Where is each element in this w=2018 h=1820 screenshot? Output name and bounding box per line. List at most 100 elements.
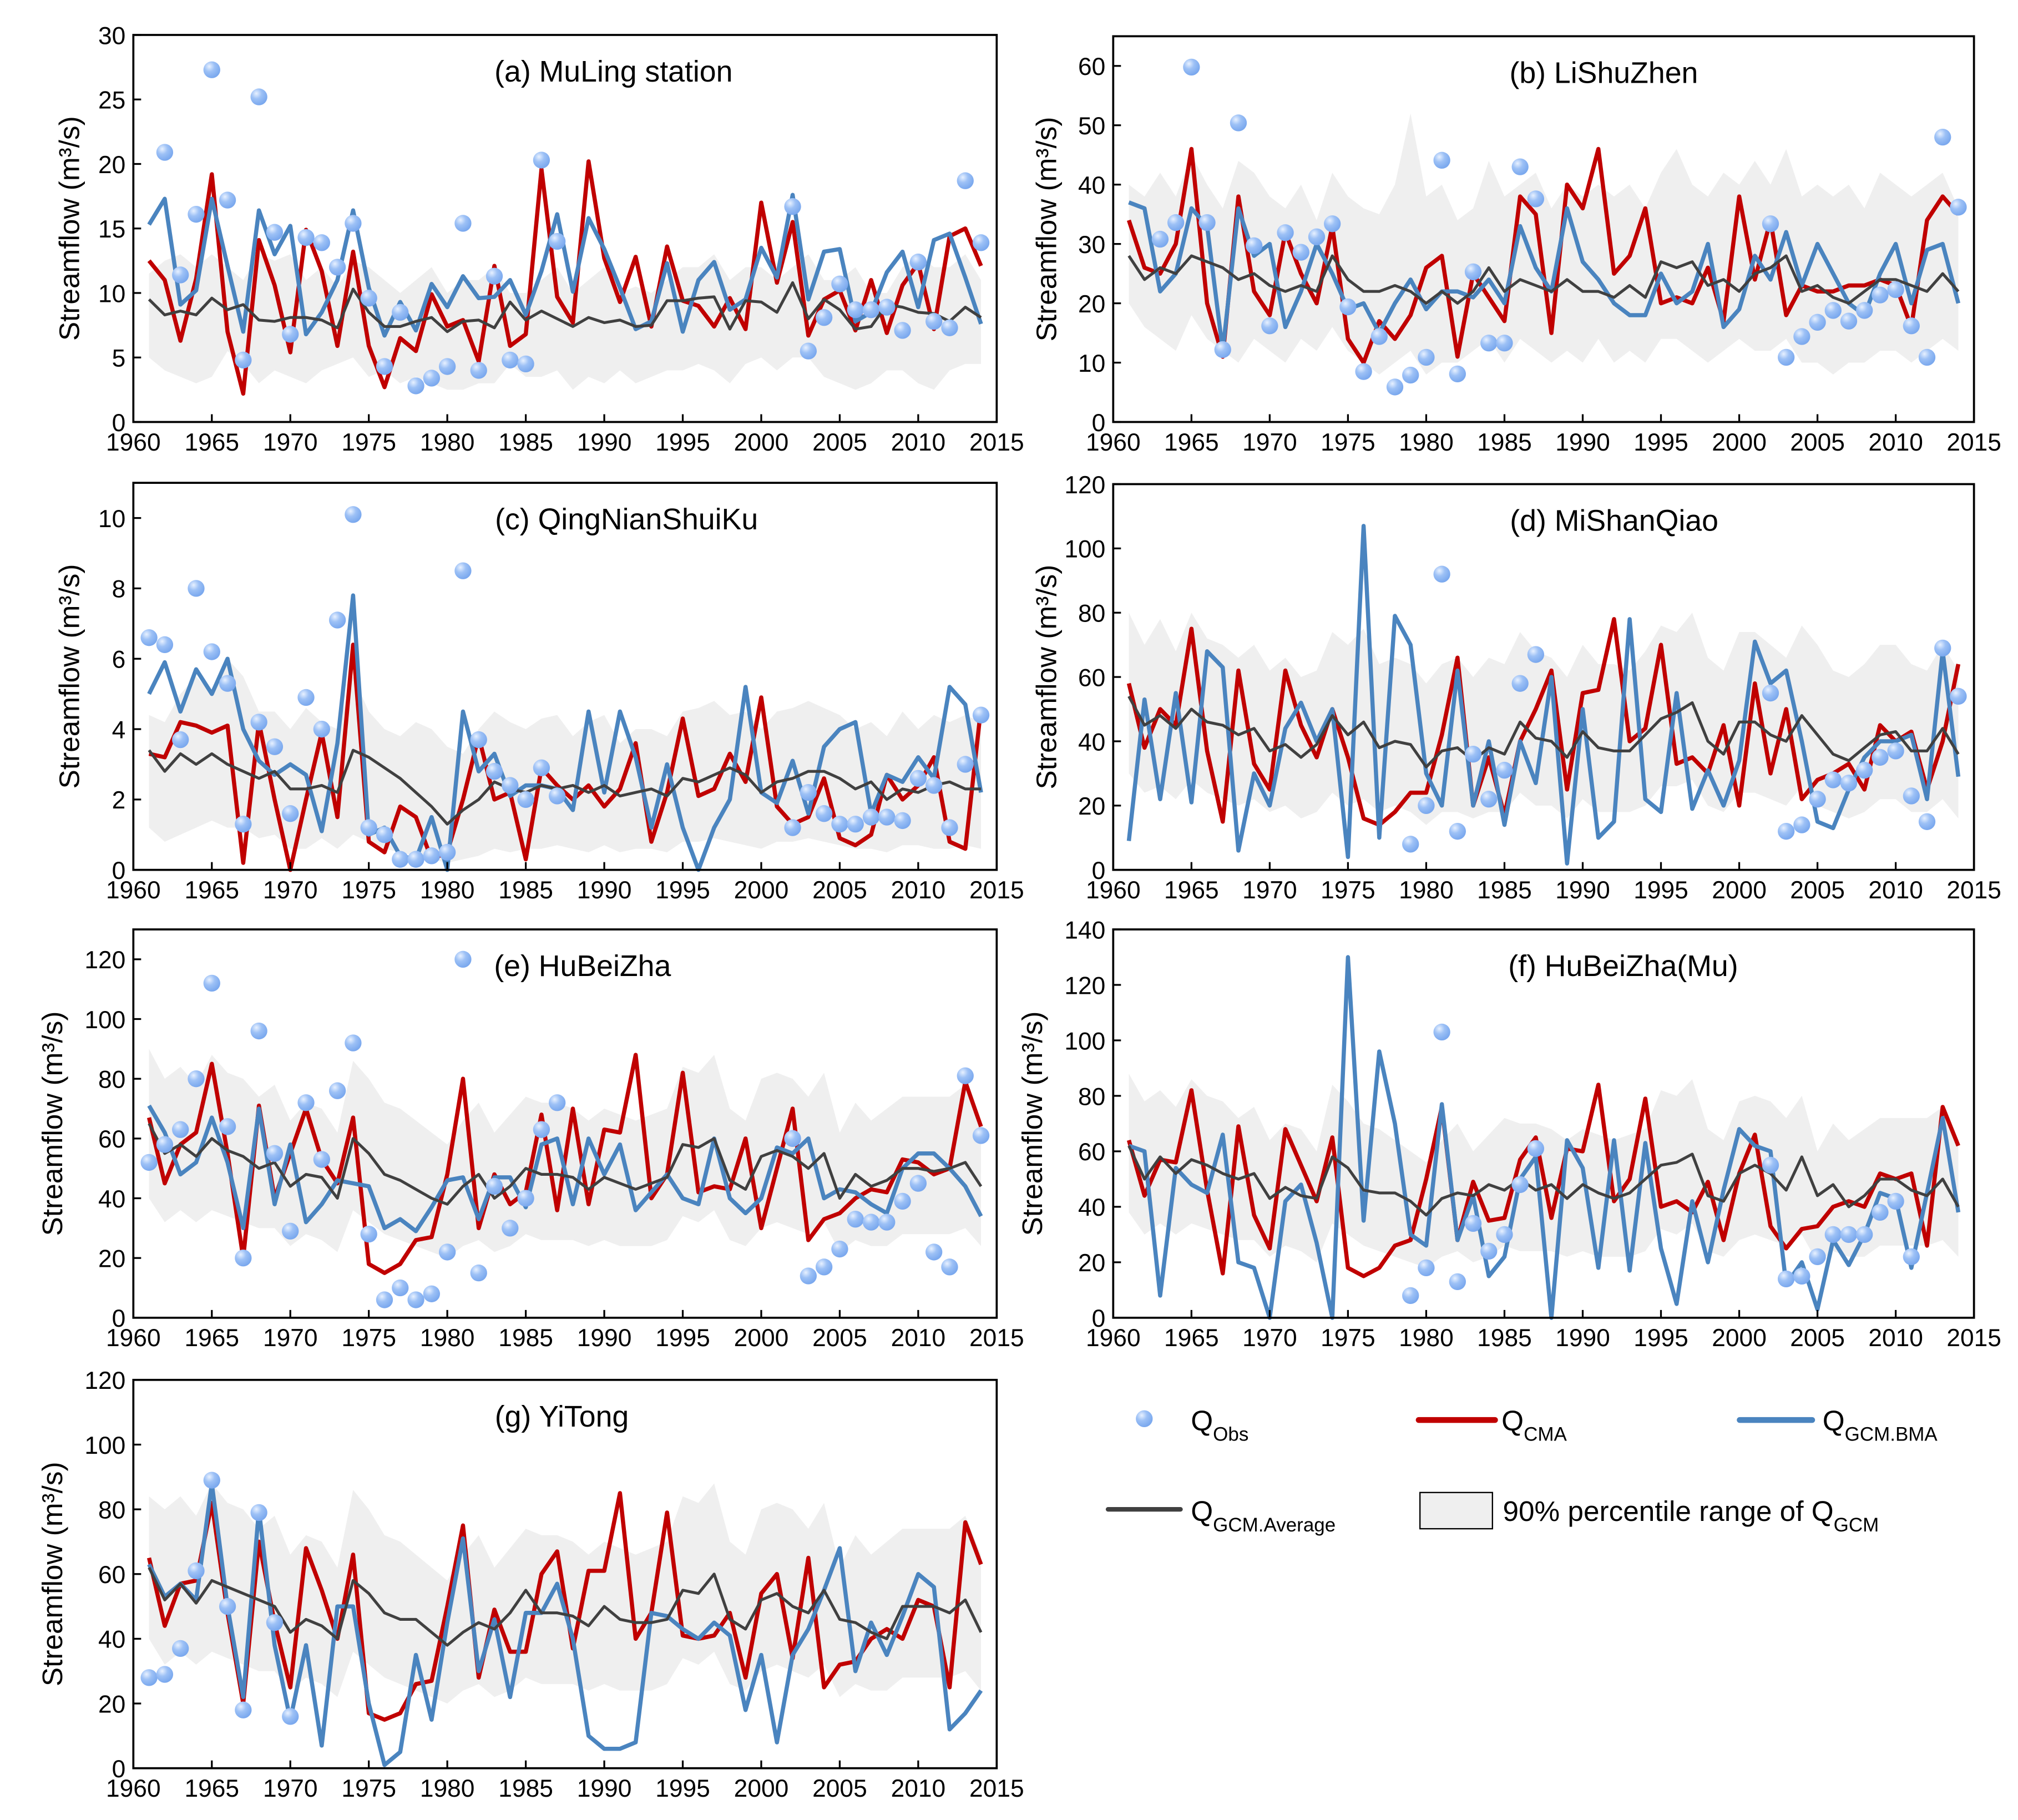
x-tick-label: 2015 <box>969 429 1024 456</box>
legend-main: Q <box>1191 1405 1213 1437</box>
obs-point <box>156 144 174 161</box>
y-axis-label: Streamflow (m³/s) <box>37 1012 68 1236</box>
obs-point <box>235 1250 252 1267</box>
x-tick-label: 2010 <box>891 1324 946 1352</box>
obs-point <box>1887 281 1904 299</box>
y-axis-label: Streamflow (m³/s) <box>1031 565 1063 790</box>
y-tick-label: 20 <box>98 1691 125 1718</box>
y-tick-label: 40 <box>1078 1194 1105 1221</box>
x-tick-label: 1965 <box>184 1324 239 1352</box>
obs-point <box>1511 675 1529 692</box>
x-tick-label: 2005 <box>812 1324 867 1352</box>
obs-point <box>517 1190 534 1207</box>
y-tick-label: 60 <box>98 1561 125 1589</box>
obs-point <box>345 215 362 232</box>
legend-main: Q <box>1501 1405 1524 1437</box>
obs-point <box>549 787 566 805</box>
obs-point <box>376 358 393 375</box>
y-axis-label: Streamflow (m³/s) <box>37 1462 68 1686</box>
obs-point <box>250 714 267 731</box>
obs-point <box>345 506 362 523</box>
x-tick-label: 1965 <box>1164 1324 1219 1352</box>
legend-sub: Obs <box>1213 1423 1248 1445</box>
series-gcm-bma <box>1128 200 1961 353</box>
plot-frame <box>1112 928 1975 1319</box>
obs-point <box>1856 1226 1873 1243</box>
series-gcm-average <box>148 749 982 826</box>
obs-point <box>1809 791 1826 808</box>
x-tick-label: 1960 <box>106 1775 161 1802</box>
obs-point <box>1402 366 1419 384</box>
y-tick-label: 8 <box>112 576 126 603</box>
x-tick-label: 1965 <box>1164 877 1219 904</box>
panel-g: 1960 1965 1970 1975 1980 1985 1990 1995 2000 2005… <box>37 1367 1024 1802</box>
obs-point <box>1464 745 1482 763</box>
obs-point <box>438 843 456 861</box>
y-tick-label: 80 <box>98 1497 125 1524</box>
x-tick-label: 1990 <box>577 429 632 456</box>
obs-point <box>1762 684 1779 702</box>
x-tick-label: 2010 <box>891 1775 946 1802</box>
x-tick-label: 1990 <box>1555 877 1610 904</box>
obs-point <box>392 851 409 868</box>
x-tick-label: 2005 <box>812 1775 867 1802</box>
x-tick-label: 1960 <box>1086 429 1141 456</box>
x-tick-label: 1975 <box>341 1324 396 1352</box>
legend-label-band: 90% percentile range of QGCM <box>1503 1495 1879 1536</box>
obs-point <box>172 1121 189 1138</box>
obs-point <box>438 358 456 375</box>
x-tick-label: 1960 <box>1086 877 1141 904</box>
obs-point <box>1793 328 1810 345</box>
series-gcm-average <box>1127 1145 1960 1217</box>
obs-point <box>1778 348 1795 366</box>
series-cma <box>1126 1083 1960 1278</box>
obs-point <box>1480 335 1498 352</box>
obs-point <box>454 562 472 579</box>
x-tick-label: 2005 <box>812 429 867 456</box>
legend-obs-marker <box>1136 1410 1153 1427</box>
obs-point <box>1918 813 1936 830</box>
obs-point <box>815 805 833 822</box>
obs-point <box>1840 312 1858 330</box>
obs-point <box>172 1640 189 1657</box>
obs-point <box>533 759 550 776</box>
legend-sub: CMA <box>1524 1423 1567 1445</box>
series-gcm-bma <box>147 1481 983 1767</box>
obs-point <box>784 198 801 215</box>
obs-point <box>1449 1273 1466 1291</box>
x-tick-label: 2005 <box>1790 429 1845 456</box>
obs-point <box>1151 230 1169 248</box>
obs-point <box>485 1177 503 1195</box>
obs-point <box>235 1701 252 1718</box>
obs-point <box>1402 836 1419 853</box>
obs-point <box>972 234 990 251</box>
obs-point <box>847 301 864 318</box>
panel-title: (e) HuBeiZha <box>494 949 671 983</box>
y-tick-label: 120 <box>84 1367 125 1394</box>
obs-point <box>972 1127 990 1144</box>
x-tick-label: 1980 <box>1399 1324 1454 1352</box>
y-tick-label: 60 <box>1078 1139 1105 1166</box>
x-tick-label: 2015 <box>969 1775 1024 1802</box>
obs-point <box>1464 263 1482 281</box>
y-tick-label: 80 <box>1078 1083 1105 1110</box>
obs-point <box>376 1291 393 1308</box>
y-axis-label: Streamflow (m³/s) <box>1016 1012 1048 1236</box>
x-tick-label: 1995 <box>655 877 710 904</box>
obs-point <box>470 1264 487 1282</box>
obs-point <box>438 1243 456 1261</box>
panel-c: 1960 1965 1970 1975 1980 1985 1990 1995 2000 2005… <box>53 482 1024 904</box>
legend-main: Q <box>1823 1405 1845 1437</box>
x-tick-label: 1980 <box>1399 877 1454 904</box>
obs-point <box>909 770 927 787</box>
obs-point <box>925 312 943 330</box>
obs-point <box>250 1022 267 1040</box>
obs-point <box>941 819 958 836</box>
legend-sub: GCM.BMA <box>1845 1423 1938 1445</box>
x-tick-label: 1980 <box>420 1324 475 1352</box>
panel-title: (b) LiShuZhen <box>1509 56 1698 89</box>
obs-point <box>1496 335 1513 352</box>
x-tick-label: 1975 <box>341 877 396 904</box>
obs-point <box>1934 128 1951 146</box>
